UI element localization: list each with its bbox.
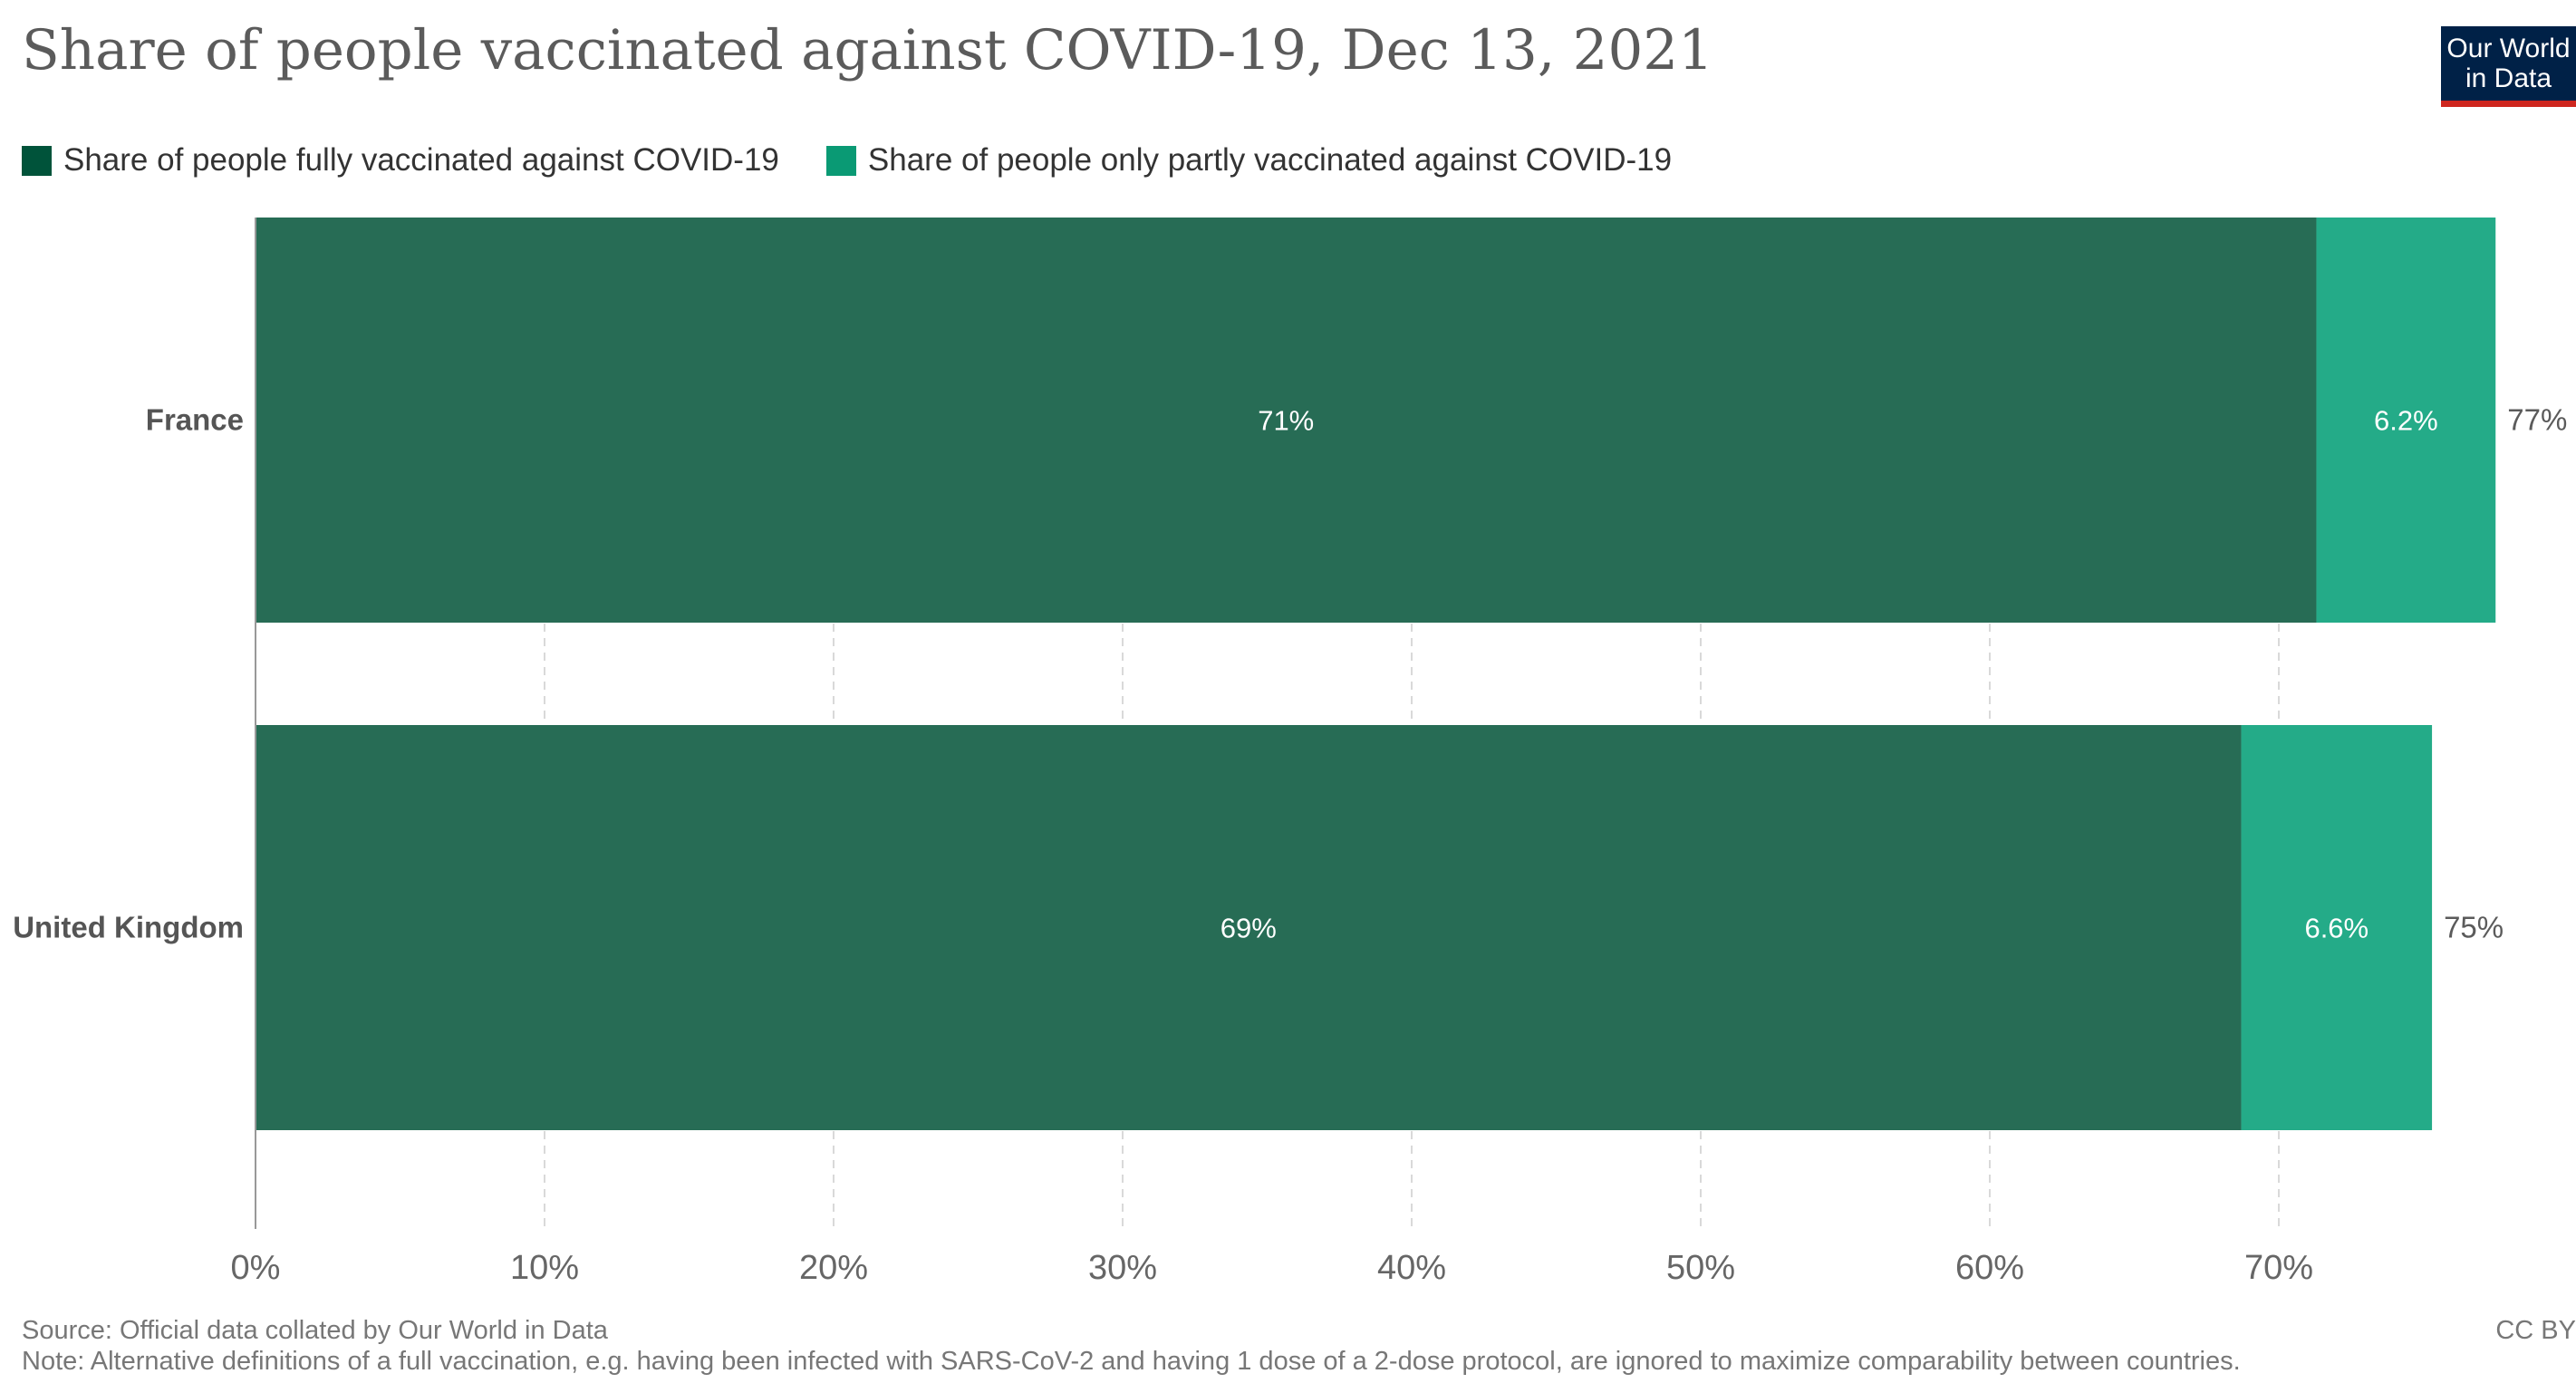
bar-label-partly-1: 6.6% [2304,913,2369,944]
bar-partly-1[interactable] [2241,725,2433,1130]
owid-logo[interactable]: Our World in Data [2441,26,2576,107]
source-note: Source: Official data collated by Our Wo… [22,1316,608,1345]
bar-fully-0[interactable] [256,218,2317,623]
logo-line-2: in Data [2465,63,2552,93]
bar-label-fully-0: 71% [1258,405,1314,437]
x-tick-label-20: 20% [799,1249,868,1287]
chart-title: Share of people vaccinated against COVID… [22,18,1713,82]
x-tick-label-50: 50% [1666,1249,1735,1287]
bar-fully-1[interactable] [256,725,2242,1130]
legend-swatch-partly [825,145,856,176]
legend-label-partly: Share of people only partly vaccinated a… [867,142,1673,178]
x-tick-label-30: 30% [1088,1249,1157,1287]
category-label-1: United Kingdom [13,911,244,944]
x-tick-label-60: 60% [1955,1249,2024,1287]
logo-line-1: Our World [2446,34,2571,63]
x-tick-label-70: 70% [2244,1249,2313,1287]
total-label-1: 75% [2444,911,2504,944]
bar-partly-0[interactable] [2316,218,2496,623]
chart-legend: Share of people fully vaccinated against… [22,140,1719,180]
chart-footer: Source: Official data collated by Our Wo… [22,1315,2241,1377]
comparability-note: Note: Alternative definitions of a full … [22,1347,2241,1376]
bar-chart: 71% 6.2% 77% France 69% 6.6% 75% United Kingdom… [13,218,2567,1287]
category-label-0: France [146,403,244,437]
x-tick-label-0: 0% [231,1249,281,1287]
total-label-0: 77% [2507,403,2567,437]
license-link[interactable]: CC BY [2495,1316,2576,1345]
x-tick-label-10: 10% [510,1249,579,1287]
legend-item-fully[interactable]: Share of people fully vaccinated against… [22,142,779,179]
legend-label-fully: Share of people fully vaccinated against… [63,142,779,178]
bar-label-partly-0: 6.2% [2374,405,2438,437]
bar-label-fully-1: 69% [1220,913,1277,944]
x-tick-label-40: 40% [1377,1249,1446,1287]
legend-item-partly[interactable]: Share of people only partly vaccinated a… [825,142,1673,179]
legend-swatch-fully [22,145,52,176]
